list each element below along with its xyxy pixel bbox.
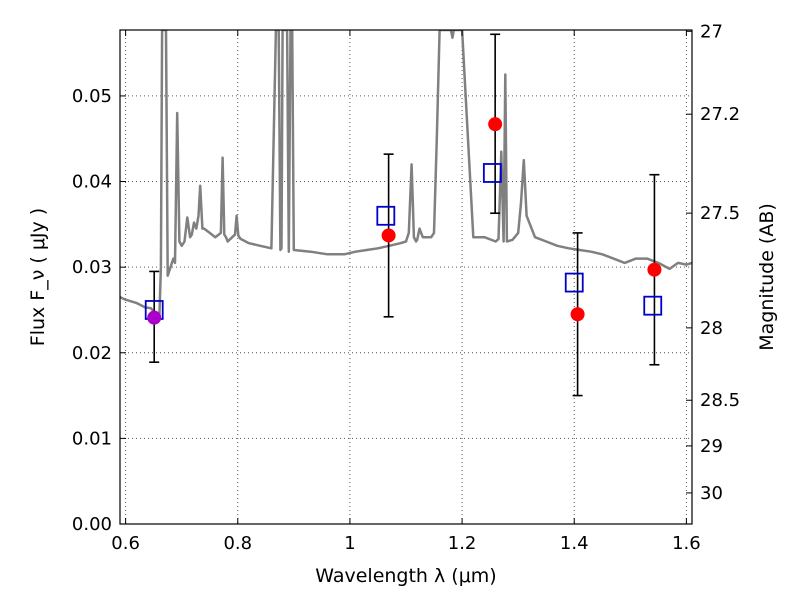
y2-tick-label: 27.5 xyxy=(700,203,740,224)
y2-tick-label: 29 xyxy=(700,436,723,457)
y-tick-label: 0.03 xyxy=(72,257,112,278)
x-tick-label: 1.2 xyxy=(448,533,477,554)
x-tick-label: 0.6 xyxy=(111,533,140,554)
axis-ticks: 0.6 0.8 1 1.2 1.4 1.6 0.00 0.01 0.02 0.03 0.04 0.05… xyxy=(72,21,740,554)
y2-tick-label: 28.5 xyxy=(700,390,740,411)
y-tick-label: 0.00 xyxy=(72,514,112,535)
x-tick-label: 1.4 xyxy=(560,533,589,554)
observed-point xyxy=(570,307,585,322)
x-tick-label: 1.6 xyxy=(672,533,701,554)
plot-frame xyxy=(119,29,693,525)
x-tick-label: 1 xyxy=(344,533,355,554)
model-point xyxy=(564,272,584,293)
y2-tick-label: 28 xyxy=(700,318,723,339)
observed-point xyxy=(147,310,162,325)
observed-point xyxy=(647,262,662,277)
observed-point xyxy=(381,228,396,243)
model-point xyxy=(482,163,502,183)
x-tick-label: 0.8 xyxy=(223,533,252,554)
model-point xyxy=(376,205,396,226)
y-tick-label: 0.05 xyxy=(72,86,112,107)
spectrum-line xyxy=(120,30,692,320)
y2-tick-label: 30 xyxy=(700,483,723,504)
y-tick-label: 0.02 xyxy=(72,343,112,364)
y-axis-label: Flux F_ν ( μJy ) xyxy=(27,208,49,346)
y2-axis-label: Magnitude (AB) xyxy=(756,203,778,351)
data-layer xyxy=(120,30,692,397)
grid-lines xyxy=(120,30,692,524)
y2-tick-label: 27 xyxy=(700,21,723,42)
model-point xyxy=(643,295,663,316)
y2-tick-label: 27.2 xyxy=(700,104,740,125)
x-axis-label: Wavelength λ (μm) xyxy=(315,565,496,587)
y-tick-label: 0.04 xyxy=(72,172,112,193)
y-tick-label: 0.01 xyxy=(72,428,112,449)
observed-point xyxy=(488,117,503,132)
